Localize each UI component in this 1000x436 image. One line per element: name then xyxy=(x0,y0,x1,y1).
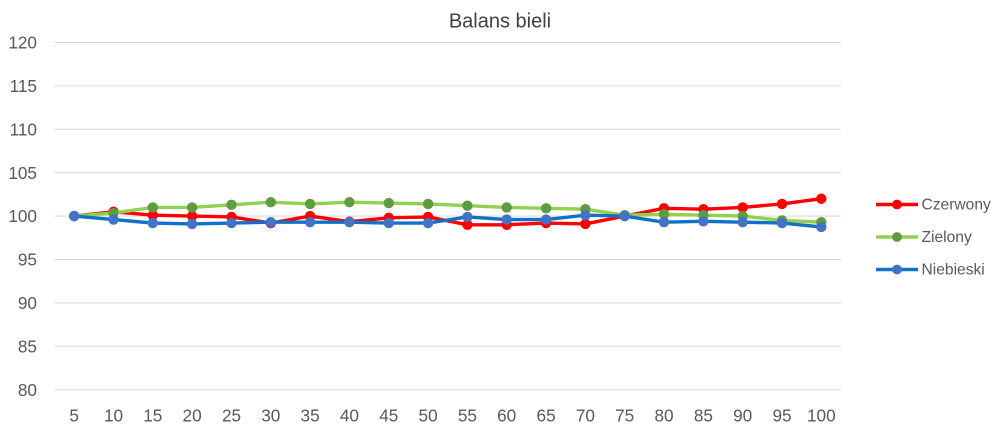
svg-text:10: 10 xyxy=(104,406,123,426)
svg-text:15: 15 xyxy=(143,406,162,426)
svg-text:95: 95 xyxy=(18,250,37,270)
svg-text:95: 95 xyxy=(772,406,791,426)
svg-text:55: 55 xyxy=(458,406,477,426)
svg-text:45: 45 xyxy=(379,406,398,426)
svg-text:100: 100 xyxy=(8,206,37,226)
svg-text:70: 70 xyxy=(576,406,595,426)
svg-text:105: 105 xyxy=(8,163,37,183)
svg-text:100: 100 xyxy=(807,406,836,426)
svg-text:80: 80 xyxy=(654,406,673,426)
svg-text:Balans bieli: Balans bieli xyxy=(449,11,551,33)
svg-text:Czerwony: Czerwony xyxy=(922,197,992,214)
svg-text:60: 60 xyxy=(497,406,516,426)
svg-text:80: 80 xyxy=(18,380,37,400)
svg-text:65: 65 xyxy=(537,406,556,426)
svg-text:5: 5 xyxy=(69,406,79,426)
svg-text:90: 90 xyxy=(733,406,752,426)
svg-text:85: 85 xyxy=(694,406,713,426)
svg-text:85: 85 xyxy=(18,336,37,356)
svg-text:50: 50 xyxy=(419,406,438,426)
svg-text:25: 25 xyxy=(222,406,241,426)
svg-text:75: 75 xyxy=(615,406,634,426)
svg-text:110: 110 xyxy=(10,119,37,139)
svg-text:115: 115 xyxy=(10,76,37,96)
svg-text:90: 90 xyxy=(18,293,37,313)
svg-text:Zielony: Zielony xyxy=(922,229,972,246)
svg-text:20: 20 xyxy=(183,406,202,426)
svg-text:40: 40 xyxy=(340,406,359,426)
svg-text:Niebieski: Niebieski xyxy=(922,262,985,279)
svg-text:30: 30 xyxy=(261,406,280,426)
svg-text:120: 120 xyxy=(8,33,37,53)
svg-text:35: 35 xyxy=(301,406,320,426)
